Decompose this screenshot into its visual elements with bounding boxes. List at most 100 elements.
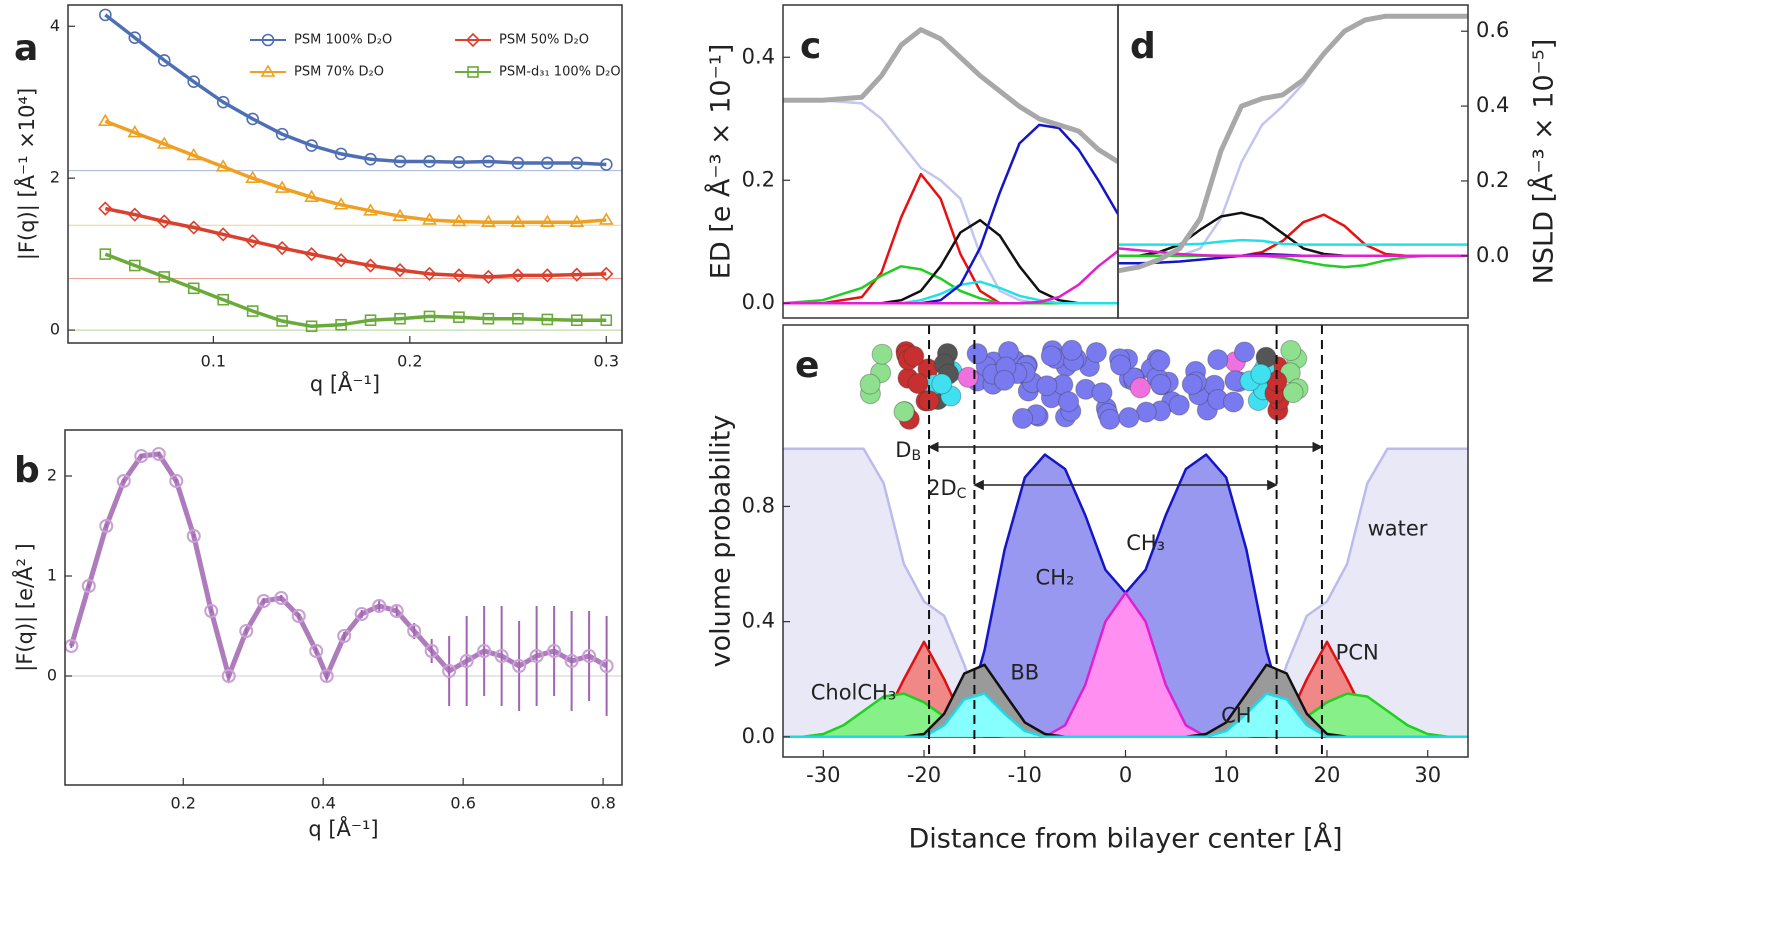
marker — [157, 214, 172, 229]
fit-line — [104, 119, 607, 224]
marker — [539, 214, 555, 228]
marker — [482, 312, 495, 325]
data-point — [204, 604, 219, 618]
marker — [422, 266, 437, 282]
series-label: water — [1368, 516, 1428, 540]
y-tick-label: 0 — [47, 666, 57, 685]
data-point — [407, 624, 422, 638]
marker — [481, 269, 496, 285]
plot-area — [783, 447, 1468, 739]
plot-area — [783, 27, 1118, 305]
molecule-atom — [1129, 377, 1151, 399]
series-label: CH₃ — [1126, 531, 1165, 555]
marker — [364, 314, 377, 327]
marker — [276, 315, 288, 327]
fit-line — [68, 451, 608, 685]
area-fill — [783, 592, 1468, 737]
marker — [482, 155, 495, 168]
data-point — [459, 654, 474, 668]
molecule-atom — [1168, 394, 1190, 416]
legend-label: PSM 100% D₂O — [294, 33, 392, 48]
data-point — [274, 591, 289, 605]
data-point — [291, 609, 306, 623]
molecule-atom — [859, 373, 881, 395]
marker — [392, 208, 408, 221]
marker — [334, 147, 348, 161]
molecule-atom — [1118, 407, 1140, 428]
data-point — [547, 644, 562, 658]
marker — [363, 258, 378, 273]
data-point — [389, 604, 404, 618]
line — [1118, 238, 1468, 246]
marker — [453, 311, 465, 323]
y2-tick-label: 0.4 — [1476, 93, 1509, 117]
molecule-atom — [1280, 340, 1302, 361]
x-tick-label: 0.2 — [397, 352, 422, 371]
y-tick-label: 2 — [50, 168, 60, 187]
marker — [157, 54, 171, 67]
x-tick-label: 0.6 — [450, 794, 475, 813]
series-label: CH₂ — [1036, 565, 1075, 589]
line — [783, 99, 1118, 305]
marker — [540, 268, 555, 283]
marker — [422, 212, 437, 225]
marker — [98, 201, 113, 216]
line — [1118, 247, 1468, 258]
marker — [363, 203, 378, 216]
arrow-label-sub: B — [911, 448, 921, 464]
marker — [510, 214, 526, 228]
molecule-atom — [903, 345, 925, 367]
legend-label: PSM 70% D₂O — [294, 65, 384, 80]
marker — [99, 248, 112, 260]
marker — [246, 305, 259, 317]
data-point — [564, 654, 579, 668]
series-label: PCN — [1336, 640, 1379, 664]
x-tick-label: 10 — [1213, 763, 1240, 787]
x-tick-label: 0 — [1119, 763, 1132, 787]
marker — [364, 152, 377, 166]
plot-area — [1118, 13, 1468, 274]
marker — [600, 314, 613, 327]
y-tick-label: 0.8 — [742, 493, 775, 517]
line — [1118, 211, 1468, 258]
line — [783, 250, 1118, 305]
area-line — [783, 692, 1468, 739]
molecule-atom — [1150, 373, 1172, 395]
data-point — [372, 599, 387, 613]
marker — [333, 197, 349, 210]
marker — [97, 113, 113, 127]
marker — [305, 139, 318, 152]
x-axis-label: q [Å⁻¹] — [308, 815, 378, 841]
marker — [245, 234, 260, 249]
plot-area — [65, 447, 622, 716]
marker — [216, 227, 231, 242]
molecule-atom — [1091, 382, 1113, 404]
molecule-atom — [1036, 375, 1058, 397]
marker — [571, 314, 583, 327]
fit-line — [104, 252, 607, 329]
x-tick-label: 30 — [1414, 763, 1441, 787]
molecule-atom — [1250, 363, 1272, 385]
molecule-atom — [1040, 345, 1062, 367]
marker — [599, 158, 613, 171]
arrow-label: 2DC — [927, 476, 967, 502]
molecule-atom — [871, 343, 893, 365]
marker — [335, 318, 347, 331]
marker — [246, 112, 259, 126]
marker — [245, 170, 261, 183]
molecule-atom — [1234, 341, 1255, 363]
marker — [599, 266, 614, 282]
y-tick-label: 2 — [47, 466, 57, 485]
y-tick-label: 0.0 — [742, 290, 775, 314]
marker — [274, 180, 290, 193]
frame — [67, 4, 623, 344]
marker — [480, 214, 496, 228]
marker — [452, 155, 466, 169]
y-axis-label: volume probability — [706, 415, 737, 668]
line — [783, 123, 1118, 305]
data-point — [494, 649, 509, 663]
molecule-atom — [957, 366, 979, 388]
x-tick-label: -10 — [1008, 763, 1042, 787]
data-point — [599, 659, 614, 673]
